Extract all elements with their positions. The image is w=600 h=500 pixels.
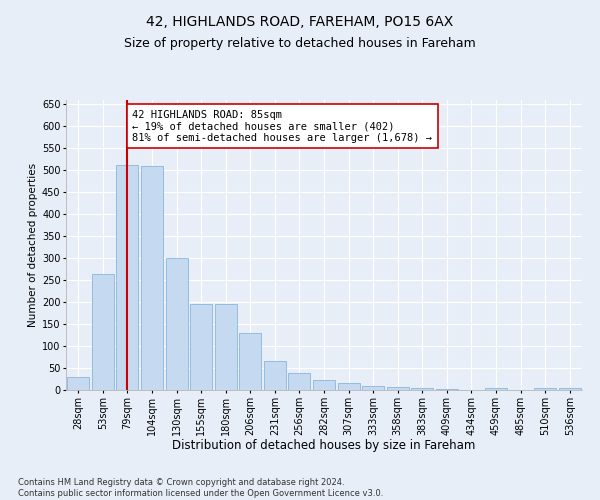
Bar — [436, 388, 458, 390]
Bar — [534, 388, 556, 390]
Bar — [141, 166, 163, 390]
Bar — [559, 388, 581, 390]
Bar — [485, 388, 507, 390]
Bar — [362, 386, 384, 390]
Bar — [264, 362, 286, 390]
Bar — [411, 388, 433, 390]
Bar — [92, 274, 114, 390]
Bar — [116, 165, 139, 390]
Bar — [166, 258, 188, 390]
Y-axis label: Number of detached properties: Number of detached properties — [28, 163, 38, 327]
X-axis label: Distribution of detached houses by size in Fareham: Distribution of detached houses by size … — [172, 439, 476, 452]
Bar — [239, 333, 262, 390]
Text: 42 HIGHLANDS ROAD: 85sqm
← 19% of detached houses are smaller (402)
81% of semi-: 42 HIGHLANDS ROAD: 85sqm ← 19% of detach… — [133, 110, 433, 143]
Bar — [215, 304, 237, 390]
Text: Contains HM Land Registry data © Crown copyright and database right 2024.
Contai: Contains HM Land Registry data © Crown c… — [18, 478, 383, 498]
Bar — [313, 380, 335, 390]
Bar — [386, 388, 409, 390]
Bar — [289, 374, 310, 390]
Bar — [338, 384, 359, 390]
Bar — [190, 304, 212, 390]
Text: 42, HIGHLANDS ROAD, FAREHAM, PO15 6AX: 42, HIGHLANDS ROAD, FAREHAM, PO15 6AX — [146, 15, 454, 29]
Bar — [67, 377, 89, 390]
Text: Size of property relative to detached houses in Fareham: Size of property relative to detached ho… — [124, 38, 476, 51]
